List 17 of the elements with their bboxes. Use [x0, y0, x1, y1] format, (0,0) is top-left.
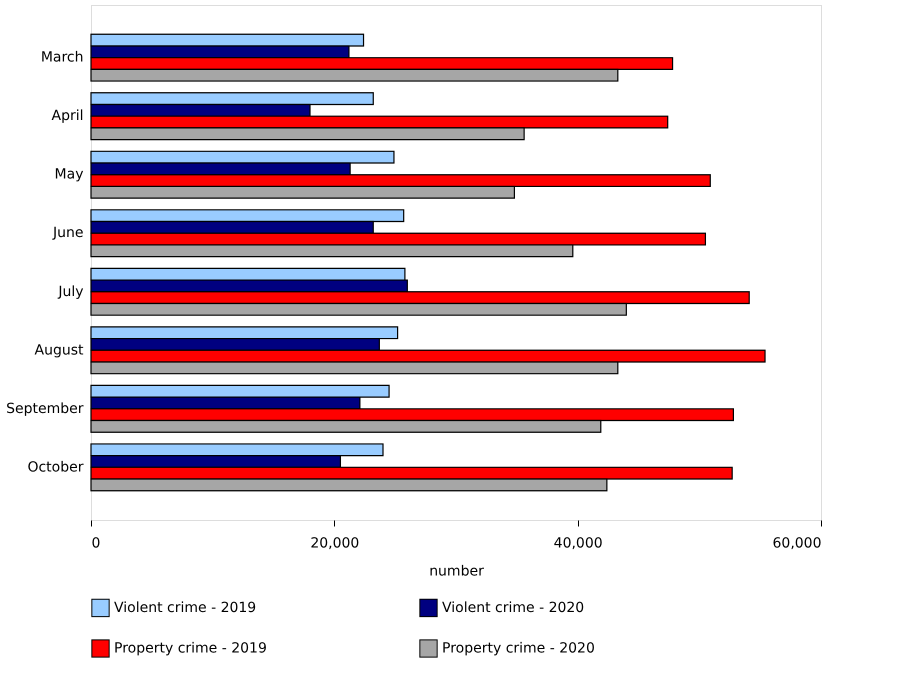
- y-tick-label: August: [34, 342, 84, 358]
- y-tick-label: May: [54, 166, 84, 183]
- x-axis-title: number: [429, 564, 484, 580]
- legend-label: Violent crime - 2019: [114, 600, 256, 616]
- legend-label: Property crime - 2020: [442, 640, 595, 656]
- y-tick-label: September: [6, 400, 84, 417]
- y-tick-label: June: [52, 225, 84, 242]
- x-tick-label: 40,000: [554, 536, 603, 552]
- legend-label: Property crime - 2019: [114, 640, 267, 656]
- y-tick-label: October: [27, 459, 84, 476]
- x-tick-label: 20,000: [310, 536, 360, 552]
- legend-label: Violent crime - 2020: [442, 600, 584, 616]
- y-tick-label: March: [40, 50, 84, 66]
- y-tick-label: April: [52, 108, 84, 124]
- y-tick-label: July: [57, 284, 84, 300]
- x-tick-label: 60,000: [772, 536, 822, 552]
- x-tick-label: 0: [92, 536, 100, 552]
